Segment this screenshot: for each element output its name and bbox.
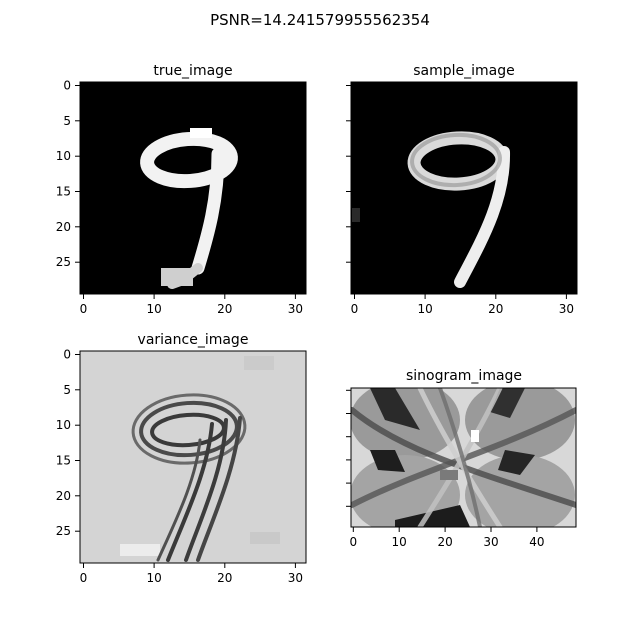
panel-true-image: true_image 0 10 20 30 0 5 bbox=[56, 63, 307, 316]
y-tick-label: 10 bbox=[56, 418, 71, 432]
y-tick-label: 20 bbox=[56, 489, 71, 503]
y-axis-ticks: 0 5 10 15 20 25 bbox=[56, 79, 80, 269]
panel-title: variance_image bbox=[138, 332, 249, 348]
x-tick-label: 10 bbox=[146, 302, 161, 316]
x-tick-label: 20 bbox=[217, 302, 232, 316]
panel-title: sinogram_image bbox=[406, 368, 522, 384]
y-tick-label: 25 bbox=[56, 255, 71, 269]
y-tick-label: 10 bbox=[56, 149, 71, 163]
y-tick-label: 5 bbox=[63, 383, 71, 397]
y-tick-label: 25 bbox=[56, 524, 71, 538]
x-axis-ticks: 0 10 20 30 40 bbox=[349, 527, 545, 549]
y-tick-label: 15 bbox=[56, 185, 71, 199]
x-tick-label: 40 bbox=[529, 535, 544, 549]
y-tick-label: 0 bbox=[63, 79, 71, 93]
x-tick-label: 10 bbox=[146, 571, 161, 585]
panel-variance-image: variance_image 0 10 20 bbox=[56, 332, 307, 585]
x-tick-label: 30 bbox=[559, 302, 574, 316]
panel-title: sample_image bbox=[413, 63, 515, 79]
image-sinogram bbox=[351, 388, 576, 527]
y-axis-ticks bbox=[346, 85, 351, 263]
x-tick-label: 0 bbox=[349, 535, 357, 549]
y-tick-label: 20 bbox=[56, 220, 71, 234]
x-tick-label: 20 bbox=[437, 535, 452, 549]
x-tick-label: 20 bbox=[488, 302, 503, 316]
figure-suptitle: PSNR=14.241579955562354 bbox=[210, 11, 430, 29]
x-tick-label: 0 bbox=[80, 302, 88, 316]
panel-title: true_image bbox=[153, 63, 232, 79]
x-axis-ticks: 0 10 20 30 bbox=[80, 563, 303, 585]
y-tick-label: 15 bbox=[56, 454, 71, 468]
y-axis-ticks: 0 5 10 15 20 25 bbox=[56, 348, 80, 538]
x-tick-label: 30 bbox=[288, 302, 303, 316]
x-tick-label: 30 bbox=[288, 571, 303, 585]
x-axis-ticks: 0 10 20 30 bbox=[80, 294, 303, 316]
panel-sample-image: sample_image 0 10 20 30 bbox=[346, 63, 578, 316]
x-tick-label: 0 bbox=[351, 302, 359, 316]
image-variance bbox=[80, 351, 306, 563]
x-axis-ticks: 0 10 20 30 bbox=[351, 294, 574, 316]
x-tick-label: 10 bbox=[392, 535, 407, 549]
x-tick-label: 30 bbox=[483, 535, 498, 549]
x-tick-label: 0 bbox=[80, 571, 88, 585]
image-true bbox=[80, 82, 306, 294]
panel-sinogram-image: sinogram_image 0 bbox=[346, 368, 577, 549]
x-tick-label: 10 bbox=[417, 302, 432, 316]
image-sample bbox=[351, 82, 577, 294]
x-tick-label: 20 bbox=[217, 571, 232, 585]
y-tick-label: 0 bbox=[63, 348, 71, 362]
y-tick-label: 5 bbox=[63, 114, 71, 128]
y-axis-ticks bbox=[346, 389, 351, 507]
